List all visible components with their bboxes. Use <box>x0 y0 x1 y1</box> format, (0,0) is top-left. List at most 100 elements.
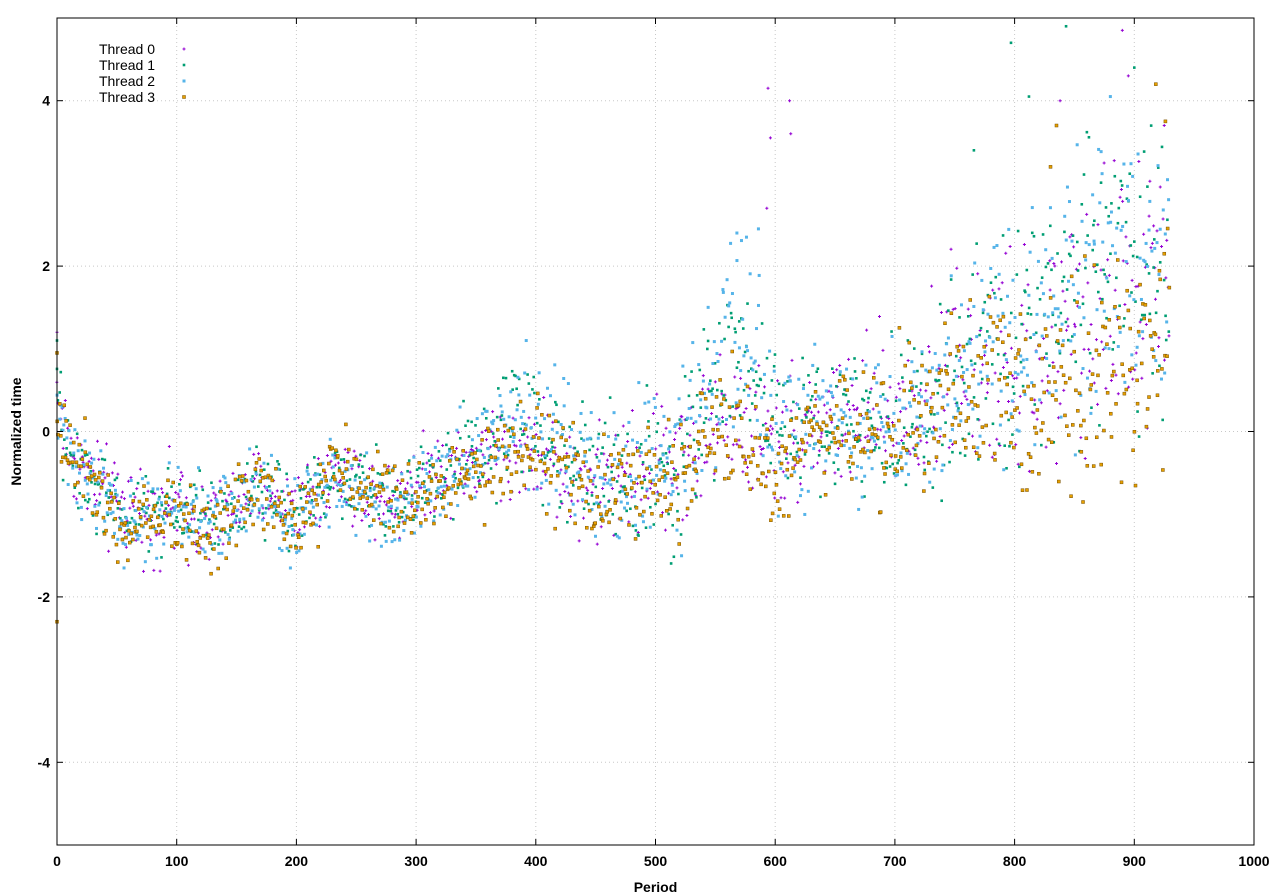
data-point <box>569 477 572 480</box>
data-point <box>251 522 255 527</box>
data-point <box>910 425 914 429</box>
data-point <box>722 397 726 401</box>
data-point <box>669 477 673 481</box>
data-point <box>848 470 852 474</box>
data-point <box>290 513 295 518</box>
data-point <box>652 478 656 482</box>
data-point <box>566 520 569 524</box>
data-point <box>77 442 82 447</box>
data-point <box>897 326 902 330</box>
data-point <box>955 344 959 349</box>
data-point <box>693 454 697 458</box>
data-point <box>774 406 778 410</box>
data-point <box>577 486 581 490</box>
data-point <box>901 380 905 384</box>
data-point <box>1109 378 1113 382</box>
data-point <box>56 399 60 402</box>
data-point <box>662 414 666 418</box>
data-point <box>633 490 637 494</box>
data-point <box>857 439 861 442</box>
data-point <box>163 521 167 525</box>
data-point <box>720 434 724 439</box>
data-point <box>426 500 430 504</box>
data-point <box>997 287 1001 291</box>
data-point <box>531 435 536 439</box>
data-point <box>676 472 680 476</box>
data-point <box>1057 315 1061 319</box>
data-point <box>520 458 524 463</box>
data-point <box>585 437 589 441</box>
data-point <box>381 487 386 492</box>
data-point <box>630 495 634 499</box>
data-point <box>185 502 189 506</box>
data-point <box>1151 372 1154 375</box>
data-point <box>674 469 677 472</box>
data-point <box>946 387 951 392</box>
data-point <box>291 498 295 502</box>
data-point <box>741 317 745 321</box>
data-point <box>437 450 441 453</box>
data-point <box>911 422 914 426</box>
data-point <box>438 513 442 517</box>
data-point <box>881 348 885 352</box>
data-point <box>971 273 974 276</box>
data-point <box>886 399 890 403</box>
data-point <box>1077 391 1082 396</box>
data-point <box>608 478 612 482</box>
data-point <box>812 414 816 418</box>
data-point <box>432 519 436 523</box>
data-point <box>351 524 355 528</box>
data-point <box>565 485 569 489</box>
data-point <box>666 462 669 466</box>
data-point <box>785 452 789 456</box>
data-point <box>788 379 792 383</box>
data-point <box>1014 443 1018 447</box>
data-point <box>1154 82 1158 86</box>
data-point <box>235 514 238 518</box>
data-point <box>1102 428 1106 433</box>
data-point <box>901 376 904 379</box>
data-point <box>464 450 468 454</box>
data-point <box>1053 264 1057 268</box>
data-point <box>393 538 397 542</box>
data-point <box>693 461 697 465</box>
data-point <box>884 430 888 434</box>
data-point <box>727 405 732 409</box>
data-point <box>998 318 1002 323</box>
data-point <box>1010 415 1014 419</box>
data-point <box>196 543 201 548</box>
data-point <box>588 448 591 452</box>
data-point <box>1117 206 1121 210</box>
data-point <box>339 484 343 488</box>
data-point <box>167 510 171 514</box>
data-point <box>591 444 595 448</box>
data-point <box>102 530 105 534</box>
data-point <box>99 485 104 490</box>
data-point <box>634 529 638 532</box>
data-point <box>585 525 589 530</box>
data-point <box>1100 300 1104 305</box>
data-point <box>232 520 236 524</box>
data-point <box>1028 455 1033 459</box>
data-point <box>475 457 479 462</box>
data-point <box>1154 359 1158 363</box>
data-point <box>1092 239 1096 243</box>
data-point <box>410 505 414 509</box>
data-point <box>813 404 817 408</box>
data-point <box>853 370 857 373</box>
data-point <box>845 388 849 392</box>
data-point <box>123 521 128 525</box>
data-point <box>145 505 149 509</box>
data-point <box>1036 286 1039 290</box>
data-point <box>1104 206 1108 209</box>
data-point <box>263 475 268 480</box>
data-point <box>637 381 641 385</box>
data-point <box>666 417 671 422</box>
data-point <box>966 416 971 420</box>
data-point <box>314 516 318 520</box>
data-point <box>216 535 220 539</box>
data-point <box>1045 389 1049 393</box>
data-point <box>66 483 70 487</box>
y-tick-label: 4 <box>42 93 50 109</box>
data-point <box>1141 330 1145 334</box>
